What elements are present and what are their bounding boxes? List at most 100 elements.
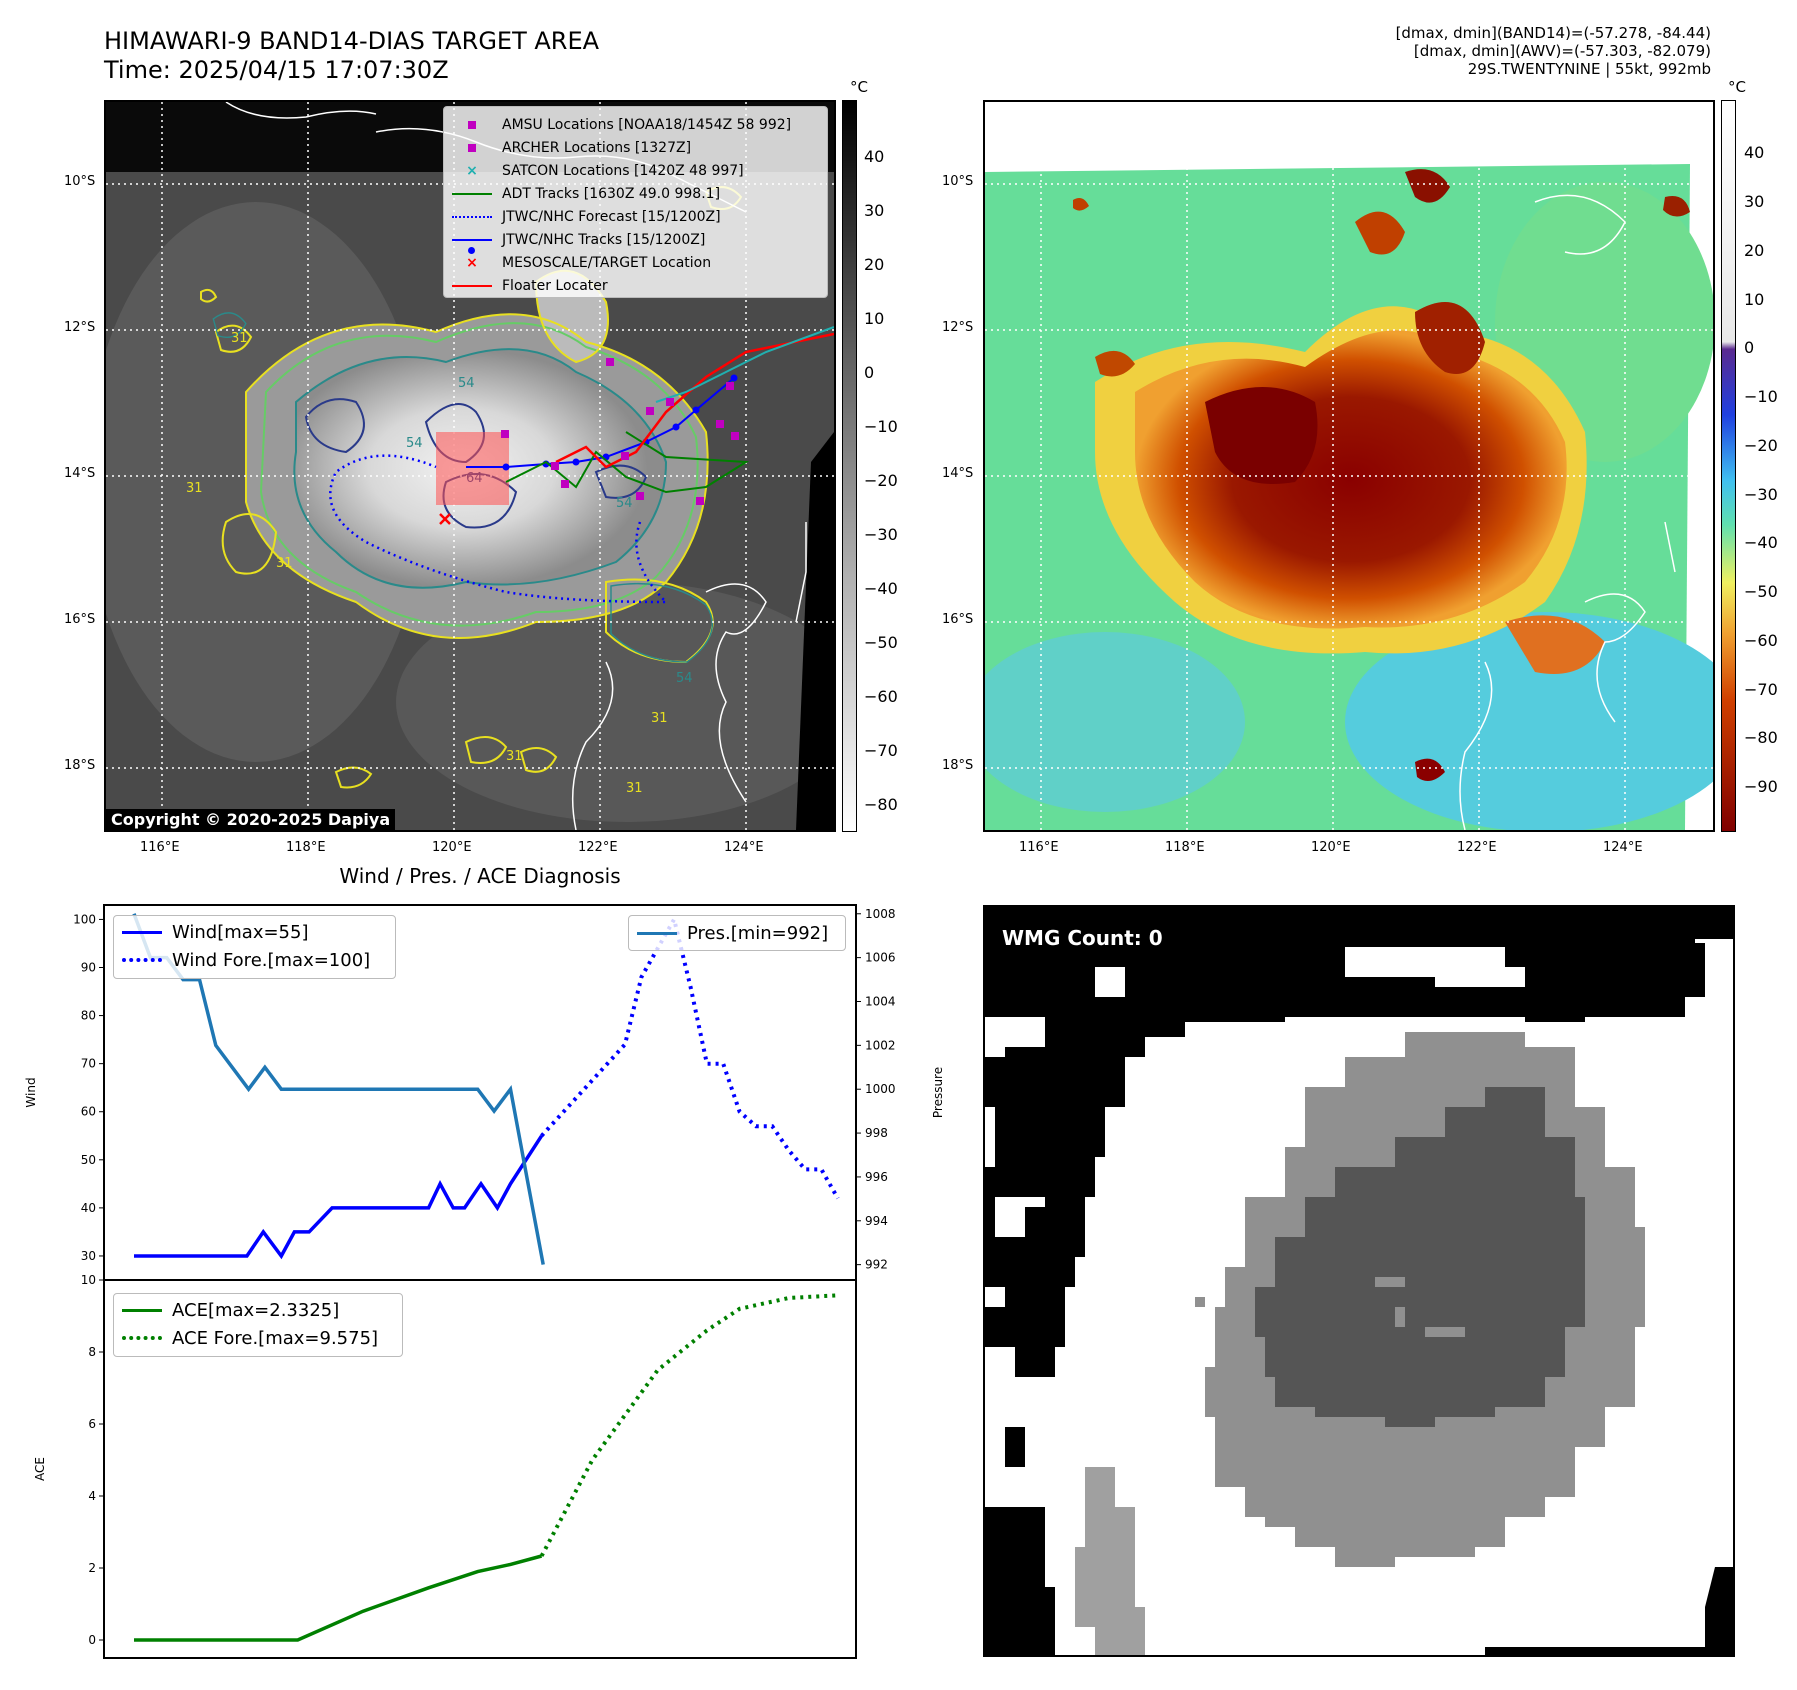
legend-item: Floater Locater: [452, 274, 819, 297]
legend-item: Wind Fore.[max=100]: [122, 946, 387, 974]
awv-map-image: [985, 102, 1713, 830]
lon-label: 118°E: [286, 840, 326, 855]
cb-gray-tick: 40: [864, 147, 885, 166]
legend-item: × MESOSCALE/TARGET Location: [466, 254, 712, 271]
awv-map-panel: [983, 100, 1715, 832]
lat-label: 10°S: [942, 174, 974, 189]
cb-gray-tick: 20: [864, 255, 885, 274]
lat-label: 16°S: [942, 612, 974, 627]
contour-label: 54: [458, 376, 475, 391]
legend-item: AMSU Locations [NOAA18/1454Z 58 992]: [452, 113, 819, 136]
y-tick-label: 0: [88, 1633, 96, 1647]
ace-frame: [103, 1279, 857, 1659]
lon-label: 122°E: [1457, 840, 1497, 855]
y-tick-label: 1004: [865, 994, 896, 1008]
cb-gray-tick: 10: [864, 309, 885, 328]
satcon-track: [655, 326, 834, 403]
y-tick-label: 8: [88, 1345, 96, 1359]
contour-label: 31: [276, 556, 293, 571]
info-line-2: [dmax, dmin](AWV)=(-57.303, -82.079): [1413, 42, 1711, 60]
lon-label: 120°E: [1311, 840, 1351, 855]
y-tick-label: 100: [73, 912, 96, 926]
y-tick-label: 1002: [865, 1038, 896, 1052]
legend-item: × SATCON Locations [1420Z 48 997]: [466, 162, 744, 179]
y-tick-label: 80: [81, 1009, 96, 1023]
ace-legend: ACE[max=2.3325] ACE Fore.[max=9.575]: [113, 1293, 403, 1357]
adt-track: [505, 431, 750, 494]
title-line-1: HIMAWARI-9 BAND14-DIAS TARGET AREA: [104, 27, 600, 55]
cb-gray-tick: −60: [864, 687, 898, 706]
y-tick-label: 30: [81, 1249, 96, 1263]
contour-label: 54: [676, 671, 693, 686]
legend-item: Pres.[min=992]: [637, 918, 837, 948]
y-tick-label: 996: [865, 1170, 888, 1184]
cb-color-tick: 20: [1744, 241, 1765, 260]
y-tick-label: 994: [865, 1214, 888, 1228]
cb-color-tick: −70: [1744, 680, 1778, 699]
main-title: HIMAWARI-9 BAND14-DIAS TARGET AREA Time:…: [104, 27, 599, 85]
cb-color-tick: −60: [1744, 631, 1778, 650]
lat-label: 14°S: [64, 466, 96, 481]
legend-item: JTWC/NHC Tracks [15/1200Z]: [452, 228, 819, 254]
y-tick-label: 998: [865, 1126, 888, 1140]
info-line-3: 29S.TWENTYNINE | 55kt, 992mb: [1467, 60, 1711, 78]
lon-label: 120°E: [432, 840, 472, 855]
y-tick-label: 2: [88, 1561, 96, 1575]
legend-item: JTWC/NHC Forecast [15/1200Z]: [452, 205, 819, 228]
cb-color-tick: −90: [1744, 777, 1778, 796]
diagnosis-title: Wind / Pres. / ACE Diagnosis: [339, 864, 621, 888]
series-line: [134, 1134, 544, 1260]
cb-color-tick: −50: [1744, 582, 1778, 601]
lat-label: 10°S: [64, 174, 96, 189]
legend-item: ACE[max=2.3325]: [122, 1296, 394, 1324]
y-tick-label: 10: [81, 1273, 96, 1287]
y-tick-label: 60: [81, 1105, 96, 1119]
series-line: [134, 1554, 543, 1642]
legend-item: ACE Fore.[max=9.575]: [122, 1324, 394, 1352]
legend-item: ADT Tracks [1630Z 49.0 998.1]: [452, 182, 819, 205]
y-tick-label: 6: [88, 1417, 96, 1431]
y-tick-label: 70: [81, 1057, 96, 1071]
wmg-count-label: WMG Count: 0: [1002, 926, 1163, 950]
floater-locater: [555, 332, 834, 469]
cb-gray-tick: −80: [864, 795, 898, 814]
contour-label: 54: [616, 496, 633, 511]
cb-gray-tick: −70: [864, 741, 898, 760]
contour-label: 31: [651, 711, 668, 726]
wind-axis-label: Wind: [24, 1077, 38, 1107]
cb-color-tick: 40: [1744, 143, 1765, 162]
legend-item: Wind[max=55]: [122, 918, 387, 946]
map-legend: AMSU Locations [NOAA18/1454Z 58 992] ARC…: [443, 106, 828, 298]
title-line-2: Time: 2025/04/15 17:07:30Z: [104, 56, 449, 84]
lon-label: 124°E: [724, 840, 764, 855]
contour-label: 31: [231, 331, 248, 346]
lat-label: 12°S: [64, 320, 96, 335]
y-tick-label: 4: [88, 1489, 96, 1503]
lat-label: 14°S: [942, 466, 974, 481]
series-line: [539, 1293, 838, 1557]
y-tick-label: 1006: [865, 951, 896, 965]
pressure-axis-label: Pressure: [931, 1067, 945, 1118]
contour-label: 54: [406, 436, 423, 451]
y-tick-label: 50: [81, 1153, 96, 1167]
lat-label: 12°S: [942, 320, 974, 335]
cb-gray-tick: 0: [864, 363, 875, 382]
lon-label: 118°E: [1165, 840, 1205, 855]
storm-info: [dmax, dmin](BAND14)=(-57.278, -84.44) […: [1396, 24, 1711, 78]
contour-label: 31: [186, 481, 203, 496]
pressure-legend: Pres.[min=992]: [628, 915, 846, 951]
cb-color-tick: 10: [1744, 290, 1765, 309]
cb-color-tick: −80: [1744, 728, 1778, 747]
colorbar-color: [1721, 100, 1736, 832]
cb-color-tick: 0: [1744, 338, 1755, 357]
series-line: [540, 914, 840, 1200]
y-tick-label: 1008: [865, 907, 896, 921]
cb-color-tick: −30: [1744, 485, 1778, 504]
target-area-box: [436, 432, 509, 505]
ace-axis-label: ACE: [33, 1457, 47, 1481]
colorbar-gray-unit: °C: [850, 78, 868, 96]
cb-color-tick: 30: [1744, 192, 1765, 211]
lon-label: 116°E: [140, 840, 180, 855]
cb-color-tick: −10: [1744, 387, 1778, 406]
y-tick-label: 1000: [865, 1082, 896, 1096]
